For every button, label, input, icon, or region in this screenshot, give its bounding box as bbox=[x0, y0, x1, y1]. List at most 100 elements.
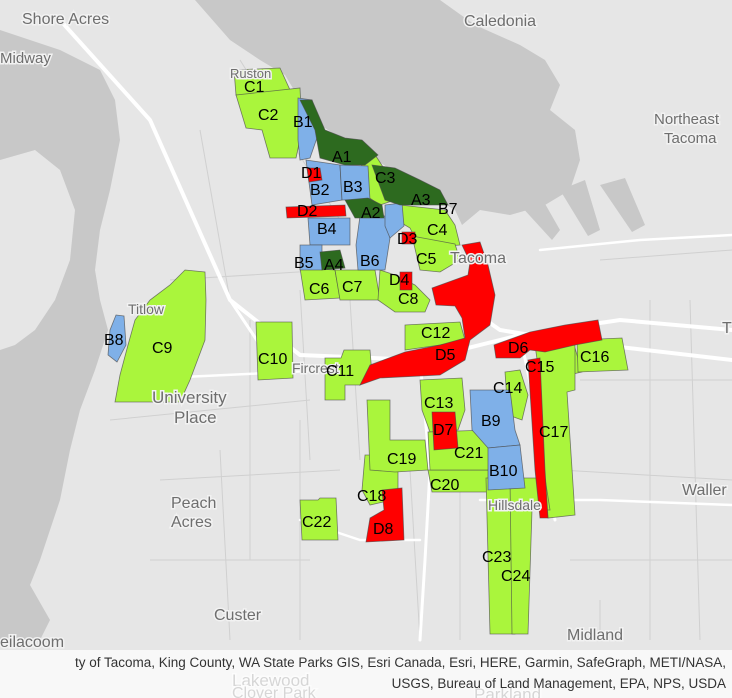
waterway-2 bbox=[560, 180, 600, 236]
zone-label-C11: C11 bbox=[326, 363, 354, 380]
zone-D4[interactable] bbox=[399, 271, 413, 291]
zone-label-B3: B3 bbox=[343, 179, 363, 196]
zone-label-B1: B1 bbox=[293, 114, 313, 131]
zone-C22[interactable] bbox=[299, 497, 339, 541]
zone-label-C22: C22 bbox=[302, 514, 331, 531]
place-label-university-place-1: University bbox=[152, 388, 227, 407]
place-label-caledonia: Caledonia bbox=[464, 13, 536, 30]
place-label-northeast-tacoma-1: Northeast bbox=[654, 111, 720, 128]
zone-D2[interactable] bbox=[285, 204, 347, 219]
zone-A3[interactable] bbox=[371, 164, 449, 206]
zone-C5[interactable] bbox=[411, 235, 461, 273]
zone-label-C3: C3 bbox=[375, 170, 396, 187]
attribution-line-2: USGS, Bureau of Land Management, EPA, NP… bbox=[391, 676, 726, 691]
zone-D1[interactable] bbox=[306, 167, 323, 183]
zone-label-B7: B7 bbox=[438, 201, 458, 218]
zone-C16[interactable] bbox=[576, 337, 629, 373]
zone-D6[interactable] bbox=[493, 319, 603, 359]
zone-D6b[interactable] bbox=[527, 357, 549, 519]
zone-label-C4: C4 bbox=[427, 222, 448, 239]
zone-label-C13: C13 bbox=[424, 395, 453, 412]
zone-label-A2: A2 bbox=[361, 205, 381, 222]
zone-label-C12: C12 bbox=[421, 325, 450, 342]
zone-A4[interactable] bbox=[319, 249, 346, 271]
zone-C2[interactable] bbox=[235, 87, 303, 159]
zone-D8[interactable] bbox=[365, 487, 405, 543]
place-label-waller: Waller bbox=[682, 482, 727, 499]
zone-C9[interactable] bbox=[114, 269, 207, 403]
waterway-1 bbox=[520, 195, 560, 240]
attribution-line-1: ty of Tacoma, King County, WA State Park… bbox=[75, 655, 726, 670]
zone-layer bbox=[107, 67, 629, 635]
place-label-university-place-2: Place bbox=[174, 408, 217, 427]
zone-label-D5: D5 bbox=[435, 347, 456, 364]
zone-B4[interactable] bbox=[307, 217, 351, 246]
zone-label-B5: B5 bbox=[294, 255, 314, 272]
place-label-tacoma: Tacoma bbox=[450, 250, 506, 267]
place-label-midway: Midway bbox=[0, 50, 51, 67]
place-label-custer: Custer bbox=[214, 607, 262, 624]
zone-D3[interactable] bbox=[401, 231, 416, 245]
place-label-ruston: Ruston bbox=[230, 66, 271, 81]
zone-label-D7: D7 bbox=[433, 422, 454, 439]
zone-label-D3: D3 bbox=[397, 231, 418, 248]
zone-label-B2: B2 bbox=[310, 182, 330, 199]
zone-label-A1: A1 bbox=[332, 149, 352, 166]
zone-label-C10: C10 bbox=[258, 351, 287, 368]
place-label-peach-acres-2: Acres bbox=[171, 514, 212, 531]
place-label-northeast-tacoma-2: Tacoma bbox=[664, 130, 717, 147]
place-label-shore-acres: Shore Acres bbox=[22, 11, 109, 28]
zone-D7[interactable] bbox=[431, 411, 459, 451]
zone-label-C8: C8 bbox=[398, 291, 419, 308]
zone-B8[interactable] bbox=[107, 314, 127, 363]
place-label-titlow: Titlow bbox=[128, 301, 165, 317]
zone-label-C18: C18 bbox=[357, 488, 386, 505]
place-label-hillsdale: Hillsdale bbox=[488, 497, 541, 513]
zone-label-B4: B4 bbox=[317, 221, 337, 238]
zone-label-C9: C9 bbox=[152, 340, 173, 357]
zone-A1[interactable] bbox=[299, 99, 379, 166]
zone-label-D1: D1 bbox=[301, 165, 322, 182]
zone-label-C23: C23 bbox=[482, 549, 511, 566]
zone-label-A3: A3 bbox=[411, 192, 431, 209]
zone-label-C6: C6 bbox=[309, 281, 330, 298]
zone-label-C16: C16 bbox=[580, 349, 609, 366]
zone-label-C20: C20 bbox=[430, 477, 459, 494]
commencement-bay bbox=[195, 0, 580, 225]
place-label-midland: Midland bbox=[567, 627, 623, 644]
zone-label-C1: C1 bbox=[244, 79, 265, 96]
zone-label-B8: B8 bbox=[104, 332, 124, 349]
lower-sound bbox=[0, 560, 50, 640]
zone-label-C24: C24 bbox=[501, 568, 530, 585]
zone-label-C14: C14 bbox=[493, 380, 522, 397]
zone-label-B10: B10 bbox=[489, 463, 518, 480]
zone-B10[interactable] bbox=[487, 444, 526, 491]
zone-label-B6: B6 bbox=[360, 253, 380, 270]
zone-A2[interactable] bbox=[344, 197, 385, 219]
zone-D5[interactable] bbox=[359, 241, 496, 386]
zone-C19[interactable] bbox=[366, 399, 429, 473]
zone-label-C19: C19 bbox=[387, 451, 416, 468]
zone-label-C21: C21 bbox=[454, 445, 483, 462]
place-label-edge-t: T bbox=[722, 320, 732, 337]
attribution-bar: ty of Tacoma, King County, WA State Park… bbox=[0, 650, 732, 698]
west-peninsula bbox=[0, 150, 75, 350]
zone-label-C17: C17 bbox=[539, 424, 568, 441]
zone-C8[interactable] bbox=[377, 269, 431, 313]
zone-label-D4: D4 bbox=[389, 272, 410, 289]
zone-label-A4: A4 bbox=[324, 257, 344, 274]
place-label-peach-acres-1: Peach bbox=[171, 495, 216, 512]
zone-label-D2: D2 bbox=[297, 203, 318, 220]
zone-label-D8: D8 bbox=[373, 521, 394, 538]
place-label-steilacoom: eilacoom bbox=[0, 634, 64, 651]
zone-label-C5: C5 bbox=[416, 251, 437, 268]
place-label-fircrest: Fircrest bbox=[292, 360, 339, 376]
zone-label-C15: C15 bbox=[525, 359, 554, 376]
zone-label-C2: C2 bbox=[258, 107, 279, 124]
zone-label-B9: B9 bbox=[481, 413, 501, 430]
zone-C10[interactable] bbox=[255, 321, 294, 381]
zone-label-D6: D6 bbox=[508, 340, 529, 357]
